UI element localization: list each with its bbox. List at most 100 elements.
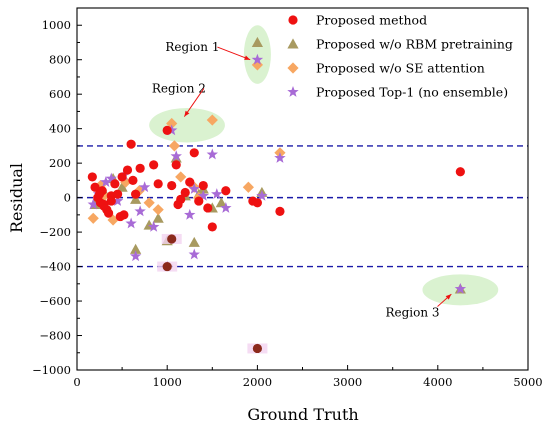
point-series1-17 [135,163,145,173]
y-tick-label-7: 400 [49,122,71,136]
legend-marker-3 [287,62,299,74]
legend-label-4: Proposed Top-1 (no ensemble) [316,85,508,100]
y-axis-title: Residual [7,163,26,233]
y-tick-label-1: −800 [39,329,71,343]
point-series4-17 [220,201,232,213]
point-series1-29 [203,203,213,213]
point-series1-33 [252,198,262,208]
x-tick-label-3: 3000 [333,375,362,389]
point-series2-19 [215,197,227,208]
point-series3-16 [143,197,155,209]
x-axis-title: Ground Truth [247,405,358,424]
legend: Proposed method Proposed w/o RBM pretrain… [287,13,513,100]
point-series1-28 [198,180,208,191]
point-series1-27 [194,196,204,206]
point-series4-24 [211,188,223,200]
point-series4-3 [100,176,112,187]
y-tick-label-4: −200 [39,225,71,239]
point-series1-37 [117,172,127,182]
point-series1-2 [90,182,100,192]
point-series1-30 [207,222,217,232]
x-tick-label-2: 2000 [243,375,272,389]
point-series4-22 [138,181,151,193]
point-series4-12 [170,150,182,162]
point-series1-18 [149,160,159,170]
y-tick-label-9: 800 [49,53,71,67]
point-series1-35 [455,167,465,177]
region-highlights [149,25,499,306]
legend-marker-2 [287,38,299,49]
point-series2-16 [130,193,142,204]
point-series1-40 [106,196,116,206]
point-series4-18 [251,53,264,65]
x-tick-label-0: 0 [73,375,80,389]
x-tick-label-5: 5000 [513,375,542,389]
y-tick-label-2: −600 [39,294,71,308]
point-series3-1 [87,212,99,224]
legend-label-2: Proposed w/o RBM pretraining [316,37,513,52]
point-series4-20 [454,282,467,294]
point-series3-6 [152,204,164,216]
overlap-point-2 [162,261,172,272]
y-tick-label-10: 1000 [42,18,71,32]
point-series2-13 [251,36,263,47]
point-series1-21 [167,180,177,191]
point-series1-25 [185,177,195,187]
point-series4-1 [87,198,99,210]
region-label-1: Region 1 [165,40,219,54]
point-series1-14 [122,165,133,175]
point-series3-12 [242,181,254,193]
overlap-point-1 [167,234,177,244]
point-series2-17 [152,212,164,223]
axes: 0 1000 2000 3000 4000 5000−1000−800−600−400−2… [32,7,543,389]
y-tick-label-8: 600 [49,87,71,101]
point-series4-5 [111,195,124,206]
annotations: Region 1 Region 2 Region 3 [152,40,452,320]
point-series1-13 [119,210,129,220]
point-series4-9 [147,220,160,232]
point-series3-8 [168,140,181,152]
point-series4-23 [184,208,196,220]
point-series1-22 [171,160,181,170]
point-series2-4 [116,181,128,192]
point-series1-31 [221,186,231,196]
point-series1-24 [176,194,186,204]
y-tick-label-5: 0 [64,191,71,205]
legend-label-3: Proposed w/o SE attention [316,61,485,76]
reference-lines [77,145,528,268]
region-arrowhead-1 [244,55,251,60]
point-series4-13 [188,248,200,260]
x-tick-label-4: 4000 [423,375,452,389]
legend-marker-4 [287,86,299,97]
point-series3-17 [175,171,187,183]
point-series4-8 [134,205,146,217]
point-series1-1 [87,172,97,182]
point-series4-19 [274,151,286,163]
point-series4-25 [256,189,268,201]
point-series4-4 [105,172,117,184]
point-series1-36 [180,187,190,198]
y-tick-label-0: −1000 [32,363,71,377]
point-series4-7 [129,250,142,262]
region-arrow-1 [217,46,251,61]
point-series1-38 [99,199,109,210]
point-series1-11 [112,189,123,199]
region-arrow-2 [183,88,205,117]
region-label-3: Region 3 [385,306,439,320]
point-series4-15 [197,189,209,201]
point-series1-20 [162,125,172,135]
legend-marker-1 [288,15,298,25]
point-series2-9 [188,236,200,247]
point-series4-21 [125,217,137,229]
point-series1-10 [110,179,120,189]
point-series2-5 [130,243,142,254]
overlap-point-3 [252,343,262,354]
legend-label-1: Proposed method [316,13,427,28]
point-series1-8 [103,208,114,218]
region-label-2: Region 2 [152,81,206,95]
point-series1-34 [275,206,285,217]
point-series4-16 [206,148,219,160]
point-series1-26 [189,148,199,158]
point-series1-39 [94,189,105,199]
